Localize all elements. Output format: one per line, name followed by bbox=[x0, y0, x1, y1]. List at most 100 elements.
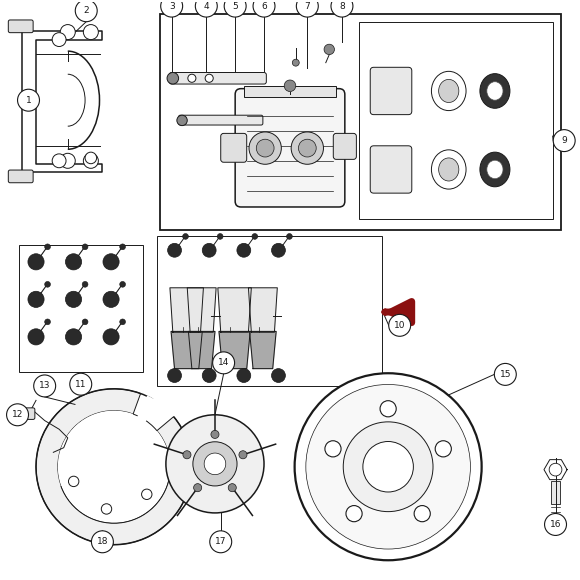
Circle shape bbox=[177, 115, 187, 126]
Circle shape bbox=[188, 74, 196, 82]
Circle shape bbox=[85, 152, 97, 164]
Circle shape bbox=[204, 453, 226, 474]
Circle shape bbox=[167, 72, 179, 84]
Circle shape bbox=[28, 253, 44, 270]
Bar bbox=[244, 86, 336, 97]
Text: 14: 14 bbox=[218, 358, 229, 367]
Polygon shape bbox=[218, 288, 251, 332]
Circle shape bbox=[60, 24, 75, 39]
Circle shape bbox=[28, 291, 44, 307]
Circle shape bbox=[218, 234, 223, 240]
Circle shape bbox=[82, 244, 88, 250]
Circle shape bbox=[435, 441, 451, 457]
Circle shape bbox=[66, 329, 82, 345]
Circle shape bbox=[256, 139, 274, 157]
Circle shape bbox=[60, 153, 75, 168]
Circle shape bbox=[66, 253, 82, 270]
Circle shape bbox=[324, 44, 335, 55]
Ellipse shape bbox=[487, 82, 503, 100]
Ellipse shape bbox=[438, 158, 459, 181]
Text: 15: 15 bbox=[499, 370, 511, 379]
Circle shape bbox=[194, 484, 202, 492]
Ellipse shape bbox=[432, 150, 466, 189]
Circle shape bbox=[346, 506, 362, 522]
Text: 3: 3 bbox=[169, 2, 175, 10]
Text: 18: 18 bbox=[97, 537, 108, 546]
Circle shape bbox=[553, 130, 575, 151]
Ellipse shape bbox=[487, 160, 503, 179]
Circle shape bbox=[103, 329, 119, 345]
Circle shape bbox=[52, 32, 66, 46]
Circle shape bbox=[17, 89, 39, 111]
Circle shape bbox=[82, 281, 88, 287]
Polygon shape bbox=[249, 331, 276, 369]
Circle shape bbox=[292, 59, 299, 66]
Circle shape bbox=[237, 244, 251, 257]
Polygon shape bbox=[171, 331, 202, 369]
Circle shape bbox=[142, 489, 152, 499]
Wedge shape bbox=[58, 411, 170, 523]
Circle shape bbox=[103, 291, 119, 307]
Circle shape bbox=[92, 531, 113, 553]
Circle shape bbox=[34, 375, 56, 397]
Text: 10: 10 bbox=[394, 321, 405, 330]
FancyBboxPatch shape bbox=[334, 133, 356, 160]
Circle shape bbox=[161, 0, 183, 17]
FancyBboxPatch shape bbox=[169, 72, 266, 84]
Circle shape bbox=[306, 385, 470, 549]
FancyBboxPatch shape bbox=[8, 170, 33, 183]
Bar bbox=[160, 13, 561, 230]
Circle shape bbox=[494, 364, 516, 385]
Circle shape bbox=[343, 422, 433, 512]
Circle shape bbox=[168, 369, 182, 382]
Circle shape bbox=[331, 0, 353, 17]
Circle shape bbox=[70, 374, 92, 395]
Circle shape bbox=[202, 369, 216, 382]
Circle shape bbox=[6, 404, 28, 426]
Text: 13: 13 bbox=[39, 382, 50, 390]
Circle shape bbox=[325, 441, 341, 457]
Circle shape bbox=[193, 442, 237, 486]
Circle shape bbox=[249, 132, 281, 164]
Bar bbox=[552, 481, 560, 504]
Wedge shape bbox=[114, 396, 159, 467]
Text: 7: 7 bbox=[304, 2, 310, 10]
FancyBboxPatch shape bbox=[370, 146, 412, 193]
Bar bbox=[19, 245, 143, 372]
Polygon shape bbox=[188, 331, 215, 369]
Circle shape bbox=[237, 369, 251, 382]
Circle shape bbox=[58, 411, 170, 523]
Circle shape bbox=[119, 319, 125, 325]
Circle shape bbox=[287, 234, 292, 240]
Circle shape bbox=[210, 531, 231, 553]
Circle shape bbox=[228, 484, 236, 492]
Circle shape bbox=[271, 369, 285, 382]
Bar bbox=[157, 236, 382, 386]
Circle shape bbox=[183, 234, 188, 240]
FancyBboxPatch shape bbox=[235, 89, 345, 207]
Circle shape bbox=[45, 281, 50, 287]
Circle shape bbox=[84, 153, 99, 168]
Text: 16: 16 bbox=[550, 520, 561, 529]
Circle shape bbox=[102, 504, 112, 514]
Circle shape bbox=[82, 319, 88, 325]
Circle shape bbox=[363, 441, 414, 492]
Circle shape bbox=[84, 24, 99, 39]
Circle shape bbox=[45, 319, 50, 325]
Circle shape bbox=[211, 430, 219, 438]
Circle shape bbox=[224, 0, 246, 17]
Circle shape bbox=[75, 0, 97, 21]
Circle shape bbox=[202, 244, 216, 257]
Circle shape bbox=[253, 0, 275, 17]
Ellipse shape bbox=[480, 152, 510, 187]
Circle shape bbox=[103, 253, 119, 270]
Text: 12: 12 bbox=[12, 410, 23, 419]
Text: 5: 5 bbox=[232, 2, 238, 10]
Circle shape bbox=[195, 0, 218, 17]
Circle shape bbox=[66, 291, 82, 307]
Ellipse shape bbox=[438, 79, 459, 103]
Circle shape bbox=[119, 244, 125, 250]
Circle shape bbox=[295, 374, 481, 560]
Circle shape bbox=[284, 80, 296, 92]
FancyBboxPatch shape bbox=[221, 133, 246, 162]
